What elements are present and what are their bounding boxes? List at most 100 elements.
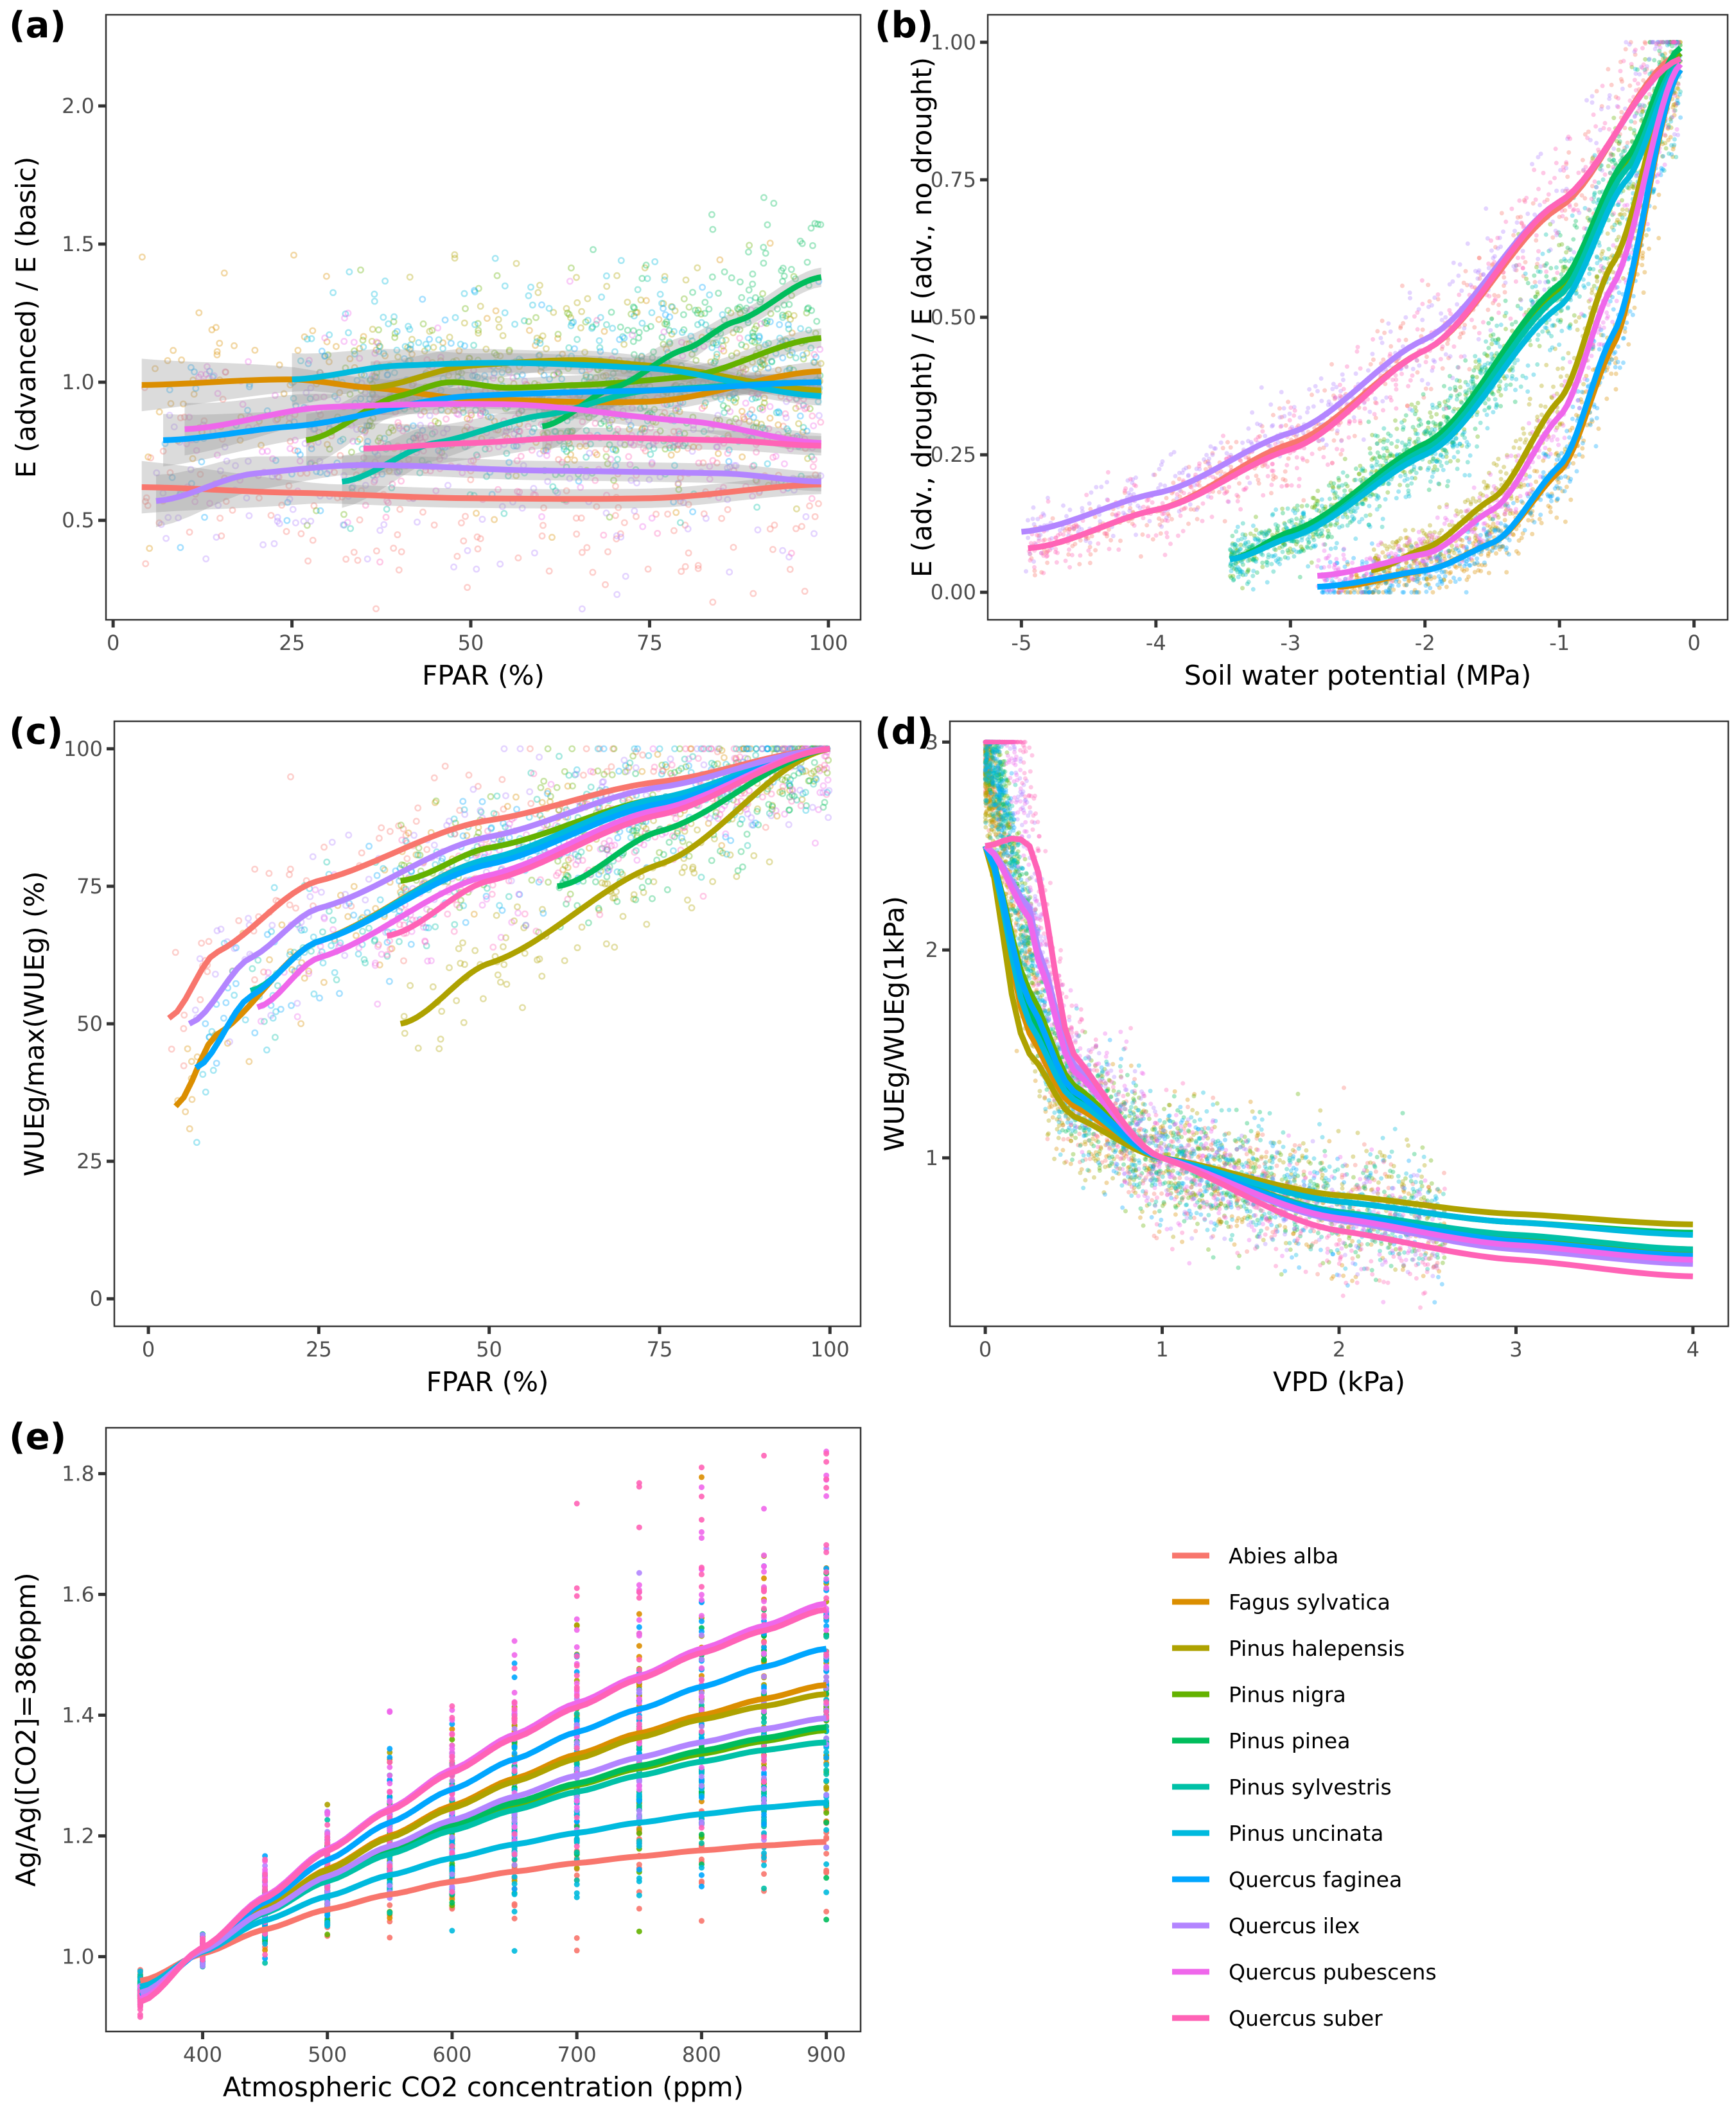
scatter-point — [750, 462, 758, 470]
scatter-point — [334, 396, 342, 403]
scatter-point — [1615, 238, 1619, 243]
scatter-point — [427, 422, 435, 429]
scatter-point — [779, 277, 786, 285]
scatter-point — [1403, 337, 1408, 342]
scatter-point — [1644, 95, 1649, 100]
scatter-point — [374, 452, 381, 459]
scatter-point — [612, 447, 620, 455]
scatter-point — [1620, 207, 1625, 212]
scatter-point — [648, 461, 656, 468]
scatter-point — [1556, 486, 1561, 491]
scatter-point — [1568, 428, 1573, 433]
scatter-point — [1493, 245, 1498, 250]
scatter-point — [525, 326, 533, 334]
scatter-point — [571, 457, 578, 464]
scatter-point — [345, 329, 352, 337]
scatter-point — [1563, 208, 1568, 213]
scatter-point — [1628, 126, 1633, 131]
scatter-point — [414, 518, 421, 526]
scatter-point — [1337, 525, 1342, 530]
scatter-point — [648, 514, 656, 522]
scatter-point — [726, 394, 733, 402]
scatter-point — [364, 437, 372, 445]
scatter-point — [457, 519, 465, 527]
scatter-point — [520, 317, 528, 324]
scatter-point — [289, 505, 297, 513]
scatter-point — [471, 286, 478, 294]
scatter-point — [750, 333, 758, 340]
scatter-point — [1283, 423, 1288, 428]
scatter-point — [1484, 532, 1489, 537]
scatter-point — [342, 556, 350, 563]
scatter-point — [1042, 537, 1048, 542]
scatter-point — [1640, 107, 1645, 112]
scatter-point — [613, 272, 621, 279]
scatter-point — [1486, 397, 1491, 402]
scatter-point — [471, 371, 478, 379]
scatter-point — [460, 290, 468, 297]
scatter-point — [1435, 468, 1440, 472]
scatter-point — [275, 473, 283, 481]
scatter-point — [471, 320, 478, 328]
scatter-point — [1245, 568, 1250, 574]
scatter-point — [803, 258, 811, 266]
scatter-point — [1665, 40, 1670, 45]
scatter-point — [218, 532, 225, 540]
scatter-point — [1182, 506, 1187, 511]
scatter-point — [408, 335, 416, 343]
scatter-point — [798, 523, 805, 531]
scatter-point — [1595, 274, 1600, 279]
scatter-point — [608, 416, 616, 424]
scatter-point — [1118, 538, 1123, 543]
scatter-point — [324, 351, 332, 359]
scatter-point — [502, 428, 510, 435]
scatter-point — [1477, 256, 1482, 261]
scatter-point — [356, 345, 364, 352]
scatter-point — [1319, 504, 1324, 509]
scatter-point — [374, 437, 382, 445]
scatter-point — [1484, 412, 1489, 417]
scatter-point — [617, 257, 625, 265]
scatter-point — [495, 316, 502, 323]
scatter-point — [611, 512, 619, 520]
scatter-point — [543, 452, 550, 459]
scatter-point — [1348, 590, 1353, 595]
scatter-point — [1491, 545, 1496, 550]
scatter-point — [1028, 552, 1033, 557]
scatter-point — [1164, 496, 1169, 500]
scatter-point — [1394, 426, 1399, 432]
scatter-point — [229, 506, 236, 514]
scatter-point — [362, 426, 369, 434]
scatter-point — [597, 419, 605, 427]
scatter-point — [658, 333, 666, 341]
smooth-ribbon — [306, 328, 821, 467]
scatter-point — [195, 373, 203, 381]
scatter-point — [738, 294, 746, 301]
scatter-point — [1398, 326, 1403, 331]
scatter-point — [1536, 332, 1541, 337]
scatter-point — [639, 425, 646, 432]
scatter-point — [1640, 256, 1645, 261]
scatter-point — [1403, 413, 1408, 418]
scatter-point — [395, 422, 403, 430]
scatter-point — [718, 514, 726, 522]
scatter-point — [1540, 251, 1545, 256]
scatter-point — [751, 365, 759, 373]
scatter-point — [644, 275, 651, 283]
scatter-point — [1277, 561, 1283, 566]
scatter-point — [782, 312, 790, 320]
scatter-point — [1225, 440, 1230, 444]
scatter-point — [1530, 487, 1535, 492]
scatter-point — [1385, 438, 1390, 443]
scatter-point — [1485, 426, 1490, 431]
scatter-point — [719, 402, 727, 410]
scatter-point — [642, 447, 649, 455]
scatter-point — [1439, 463, 1444, 468]
scatter-point — [271, 392, 279, 399]
scatter-point — [1665, 126, 1670, 131]
scatter-point — [1398, 482, 1403, 487]
scatter-point — [210, 372, 218, 380]
scatter-point — [582, 318, 590, 326]
scatter-point — [306, 395, 314, 403]
scatter-point — [1415, 432, 1420, 437]
